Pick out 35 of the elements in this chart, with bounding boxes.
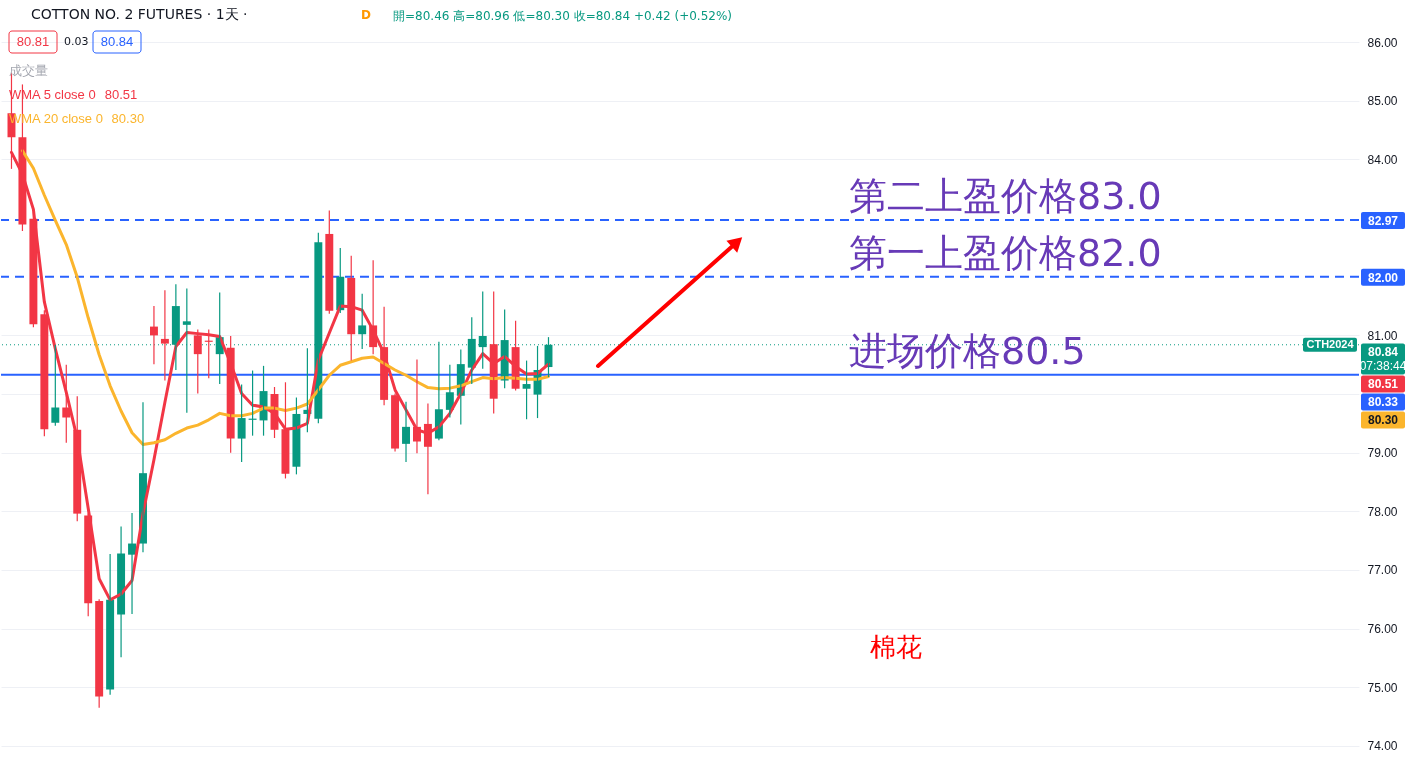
annotation: 棉花 (870, 632, 922, 662)
chart-title: COTTON NO. 2 FUTURES · 1天 · (31, 6, 248, 22)
annotation: 80.84 (100, 34, 134, 49)
annotation: 80.30 (111, 111, 145, 126)
ref-line-label: 80.33 (1367, 395, 1399, 410)
annotation: 80.51 (104, 87, 138, 102)
annotation: 80.81 (16, 34, 50, 49)
candlestick (237, 384, 246, 463)
y-tick-label: 85.00 (1367, 94, 1398, 109)
annotation: CTH2024 (1306, 337, 1355, 350)
annotation: 第一上盈价格82.0 (849, 230, 1162, 275)
text: 80.51 (1367, 377, 1399, 392)
y-tick-label: 79.00 (1367, 446, 1398, 461)
candlestick (522, 360, 531, 420)
y-tick-label: 84.00 (1367, 152, 1398, 167)
annotation: 成交量 (9, 63, 48, 78)
annotation: 进场价格80.5 (849, 328, 1086, 373)
annotation: 第二上盈价格83.0 (849, 173, 1162, 218)
text: 80.30 (1367, 413, 1399, 428)
ref-line-label: 82.00 (1367, 270, 1399, 285)
annotation: 0.03 (64, 35, 89, 48)
candlestick (182, 288, 191, 413)
candlestick (358, 293, 367, 349)
y-tick-label: 86.00 (1367, 35, 1398, 50)
y-tick-label: 81.00 (1367, 328, 1398, 343)
ref-line-label: 82.97 (1367, 213, 1399, 228)
y-tick-label: 75.00 (1367, 680, 1398, 695)
line-series (20, 149, 550, 446)
y-tick-label: 77.00 (1367, 563, 1398, 578)
y-tick-label: 74.00 (1367, 739, 1398, 754)
text: 開=80.46 高=80.96 低=80.30 收=80.84 +0.42 (+0.52%) (393, 9, 733, 23)
ref-line-label: 80.84 (1367, 345, 1399, 360)
y-tick-label: 78.00 (1367, 504, 1398, 519)
annotation: D (361, 8, 372, 22)
y-tick-label: 76.00 (1367, 622, 1398, 637)
